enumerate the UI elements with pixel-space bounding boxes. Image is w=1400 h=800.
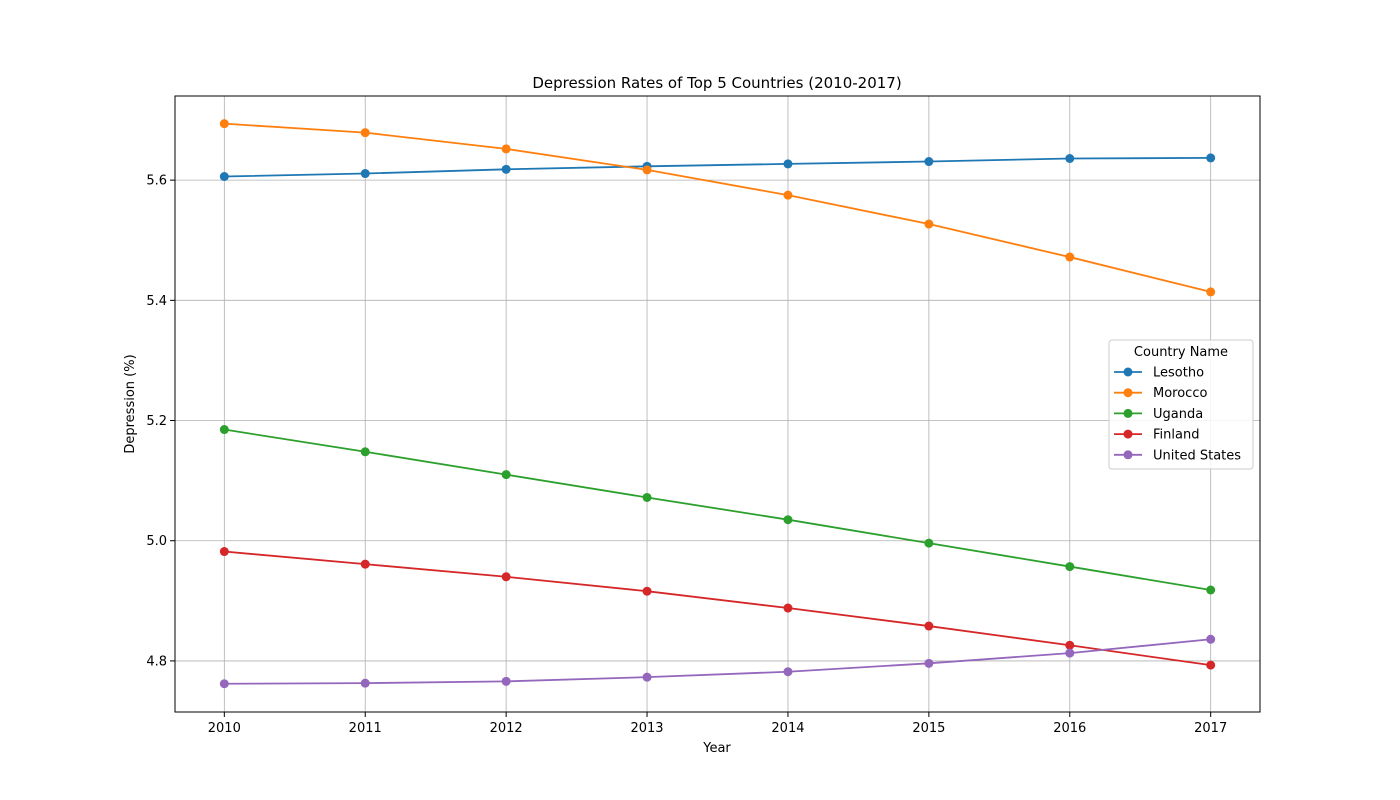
data-point xyxy=(1065,252,1075,262)
legend-label: Lesotho xyxy=(1153,366,1204,381)
series-finland xyxy=(219,547,1216,670)
chart-title: Depression Rates of Top 5 Countries (201… xyxy=(532,74,901,92)
x-axis-title: Year xyxy=(702,741,731,756)
data-point xyxy=(642,586,652,596)
data-point xyxy=(924,219,934,229)
plot-area-frame xyxy=(174,95,1261,713)
data-point xyxy=(924,658,934,668)
data-point xyxy=(783,667,793,677)
data-point xyxy=(219,547,229,557)
data-point xyxy=(360,678,370,688)
data-point xyxy=(1065,154,1075,164)
data-point xyxy=(1065,648,1075,658)
axis-ticks: 2010 2011 2012 2013 2014 2015 2016 2017 4.8 5.0 5.… xyxy=(146,174,1227,736)
legend-label: Morocco xyxy=(1153,386,1207,401)
legend-entries: Lesotho Morocco Uganda Finland United States xyxy=(1114,366,1241,463)
series-united-states xyxy=(219,634,1216,689)
data-point xyxy=(501,144,511,154)
series-group xyxy=(219,119,1216,689)
data-point xyxy=(219,172,229,182)
series-line xyxy=(224,638,1211,685)
series-line xyxy=(224,550,1211,667)
data-point xyxy=(642,165,652,175)
legend-marker xyxy=(1123,408,1133,418)
data-point xyxy=(1206,634,1216,644)
legend-box xyxy=(1108,339,1254,470)
legend-label: United States xyxy=(1153,448,1241,463)
x-tick-label: 2014 xyxy=(771,721,804,736)
x-tick-label: 2010 xyxy=(208,721,241,736)
y-tick-label: 5.2 xyxy=(146,414,167,429)
data-point xyxy=(219,425,229,435)
data-point xyxy=(783,515,793,525)
x-tick-label: 2015 xyxy=(912,721,945,736)
y-tick-label: 5.0 xyxy=(146,534,167,549)
x-tick-label: 2012 xyxy=(490,721,523,736)
data-point xyxy=(783,603,793,613)
data-point xyxy=(1206,660,1216,670)
data-point xyxy=(360,169,370,179)
series-line xyxy=(224,157,1211,178)
data-point xyxy=(1065,562,1075,572)
data-point xyxy=(1206,287,1216,297)
series-line xyxy=(224,428,1211,591)
x-tick-label: 2011 xyxy=(349,721,382,736)
data-point xyxy=(642,672,652,682)
legend-title: Country Name xyxy=(1134,345,1228,360)
legend-entry: Morocco xyxy=(1114,386,1207,401)
legend-marker xyxy=(1123,450,1133,460)
x-tick-label: 2017 xyxy=(1194,721,1227,736)
data-point xyxy=(501,676,511,686)
y-tick-label: 4.8 xyxy=(146,654,167,669)
data-point xyxy=(219,679,229,689)
series-lesotho xyxy=(219,153,1216,182)
data-point xyxy=(360,559,370,569)
grid-lines xyxy=(175,96,1260,712)
data-point xyxy=(924,621,934,631)
data-point xyxy=(1206,585,1216,595)
y-tick-label: 5.6 xyxy=(146,174,167,189)
legend-label: Uganda xyxy=(1153,407,1203,422)
legend-marker xyxy=(1123,429,1133,439)
y-axis-title: Depression (%) xyxy=(123,354,138,453)
data-point xyxy=(501,164,511,174)
series-morocco xyxy=(219,119,1216,297)
legend-entry: Finland xyxy=(1114,428,1199,443)
data-point xyxy=(360,447,370,457)
data-point xyxy=(924,538,934,548)
data-point xyxy=(783,159,793,169)
legend-entry: Uganda xyxy=(1114,407,1203,422)
legend-entry: Lesotho xyxy=(1114,366,1204,381)
y-tick-label: 5.4 xyxy=(146,294,167,309)
legend: Country Name Lesotho Morocco Uganda Finland… xyxy=(1108,339,1254,470)
x-tick-label: 2016 xyxy=(1053,721,1086,736)
series-uganda xyxy=(219,425,1216,595)
legend-entry: United States xyxy=(1114,448,1241,463)
legend-marker xyxy=(1123,367,1133,377)
data-point xyxy=(219,119,229,129)
legend-marker xyxy=(1123,388,1133,398)
series-line xyxy=(224,122,1211,293)
data-point xyxy=(924,157,934,167)
data-point xyxy=(642,492,652,502)
x-tick-label: 2013 xyxy=(630,721,663,736)
data-point xyxy=(501,470,511,480)
data-point xyxy=(1065,640,1075,650)
data-point xyxy=(1206,153,1216,163)
data-point xyxy=(360,128,370,138)
data-point xyxy=(501,572,511,582)
legend-label: Finland xyxy=(1153,428,1199,443)
data-point xyxy=(783,190,793,200)
